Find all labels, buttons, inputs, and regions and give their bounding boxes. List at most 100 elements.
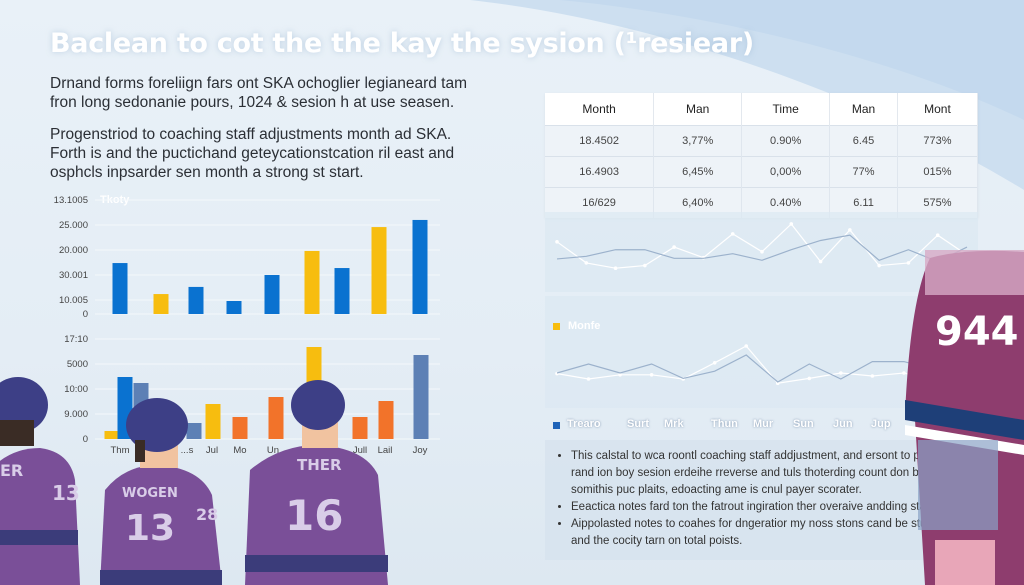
data-point	[649, 373, 654, 377]
legend-label: Monfe	[568, 320, 601, 332]
y-tick-label: 20.000	[59, 245, 88, 256]
bar	[371, 227, 387, 314]
y-tick-label: 0	[83, 434, 88, 445]
x-tick-label: Un	[267, 445, 279, 456]
data-point	[902, 371, 906, 375]
y-tick-label: 0	[83, 309, 88, 320]
note-item: Aippolasted notes to coahes for dngerati…	[571, 516, 978, 550]
bar	[334, 268, 350, 314]
table-cell: 0.90%	[741, 125, 831, 157]
player-right: THER 16	[245, 380, 388, 585]
legend-swatch	[553, 322, 560, 330]
legend-label: Mrk	[664, 418, 684, 430]
x-tick-label: Mo	[233, 445, 246, 456]
jersey-text: THER	[297, 456, 342, 474]
intro-line: fron long sedonanie pours, 1024 & sesion…	[50, 94, 455, 111]
legend-label: Thun	[711, 418, 738, 430]
line-legend: Monfe	[553, 320, 600, 332]
jersey-number: 13	[125, 508, 175, 549]
x-tick-label: Lail	[378, 445, 393, 456]
month-legend: Trearo Surt Mrk Thun Mur Sun Jun Jup	[553, 418, 893, 434]
x-tick-label: Jull	[353, 445, 367, 456]
x-tick-label: Jul	[206, 445, 218, 456]
bar	[153, 294, 169, 314]
data-point	[760, 249, 764, 254]
data-point	[877, 263, 881, 268]
data-point	[643, 263, 647, 268]
series-line	[556, 234, 968, 263]
jersey-number: 16	[285, 491, 343, 540]
data-point	[672, 245, 676, 249]
data-point	[848, 228, 852, 232]
bar	[205, 404, 221, 439]
bar	[412, 219, 428, 314]
data-point	[618, 373, 622, 377]
jersey-text: ER	[0, 461, 23, 480]
x-tick-label: Thm	[111, 445, 130, 456]
data-point	[555, 240, 559, 244]
jersey-text: WOGEN	[122, 486, 178, 501]
column-header: Time	[741, 93, 831, 126]
legend-label: Trearo	[567, 418, 601, 430]
table-cell: 773%	[897, 125, 979, 157]
bar	[352, 417, 368, 439]
data-point	[818, 259, 823, 264]
coaching-line: Forth is and the puctichand geteycations…	[50, 145, 455, 162]
legend-label: Jun	[833, 418, 853, 430]
table-cell: 18.4502	[545, 125, 655, 157]
coaching-line: osphcls inpsarder sen month a strong st …	[50, 164, 364, 181]
bar	[226, 300, 242, 314]
data-point	[712, 361, 717, 365]
note-item: This calstal to wca roontl coaching staf…	[571, 448, 978, 499]
x-tick-label: ...s	[181, 445, 194, 456]
bar	[268, 397, 284, 439]
column-header: Man	[829, 93, 898, 126]
data-point	[839, 371, 843, 375]
series-line	[556, 354, 968, 383]
table-cell: 6,45%	[653, 156, 743, 188]
line-chart-panel-2	[545, 296, 978, 408]
page-title: Baclean to cot the the kay the sysion (¹…	[50, 28, 754, 59]
bar	[104, 431, 120, 439]
bar	[413, 355, 429, 439]
data-point	[870, 374, 875, 378]
jersey-number: 944	[935, 309, 1019, 355]
intro-line: Drnand forms foreliign fars ont SKA ocho…	[50, 75, 467, 92]
data-point	[744, 344, 749, 348]
bar	[188, 286, 204, 314]
data-point	[807, 376, 812, 381]
table-cell: 0,00%	[741, 156, 831, 188]
bar	[264, 274, 280, 314]
table-cell: 6,40%	[653, 187, 743, 218]
legend-label: Jup	[871, 418, 891, 430]
y-tick-label: 9.000	[64, 409, 88, 420]
note-item: Eeactica notes fard ton the fatrout ingi…	[571, 499, 978, 516]
notes-panel: This calstal to wca roontl coaching staf…	[545, 440, 978, 560]
player-944: 944	[905, 250, 1024, 585]
data-point	[789, 222, 794, 226]
jersey-number: 13	[52, 481, 80, 505]
y-tick-label: 10.005	[59, 295, 88, 306]
y-tick-label: 30.001	[59, 270, 88, 281]
table-row: 18.4502 3,77% 0.90% 6.45 773%	[545, 125, 979, 157]
y-tick-label: 5000	[67, 359, 88, 370]
y-tick-label: 13.1005	[54, 195, 88, 206]
legend-label: Mur	[753, 418, 774, 430]
table-cell: 015%	[897, 156, 979, 188]
legend-label: Surt	[627, 418, 649, 430]
coaching-paragraph: Progenstriod to coaching staff adjustmen…	[50, 125, 454, 182]
bar	[186, 423, 202, 439]
data-point	[775, 381, 780, 386]
bar	[232, 417, 248, 439]
y-tick-label: 25.000	[59, 220, 88, 231]
player-middle: WOGEN 13 28	[100, 398, 222, 585]
series-line	[556, 345, 968, 384]
legend-swatch	[553, 422, 560, 429]
bar	[378, 401, 394, 439]
table-row: 16.4903 6,45% 0,00% 77% 015%	[545, 156, 979, 188]
coaching-line: Progenstriod to coaching staff adjustmen…	[50, 126, 452, 143]
y-tick-label: 10:00	[64, 384, 88, 395]
data-point	[584, 261, 589, 265]
